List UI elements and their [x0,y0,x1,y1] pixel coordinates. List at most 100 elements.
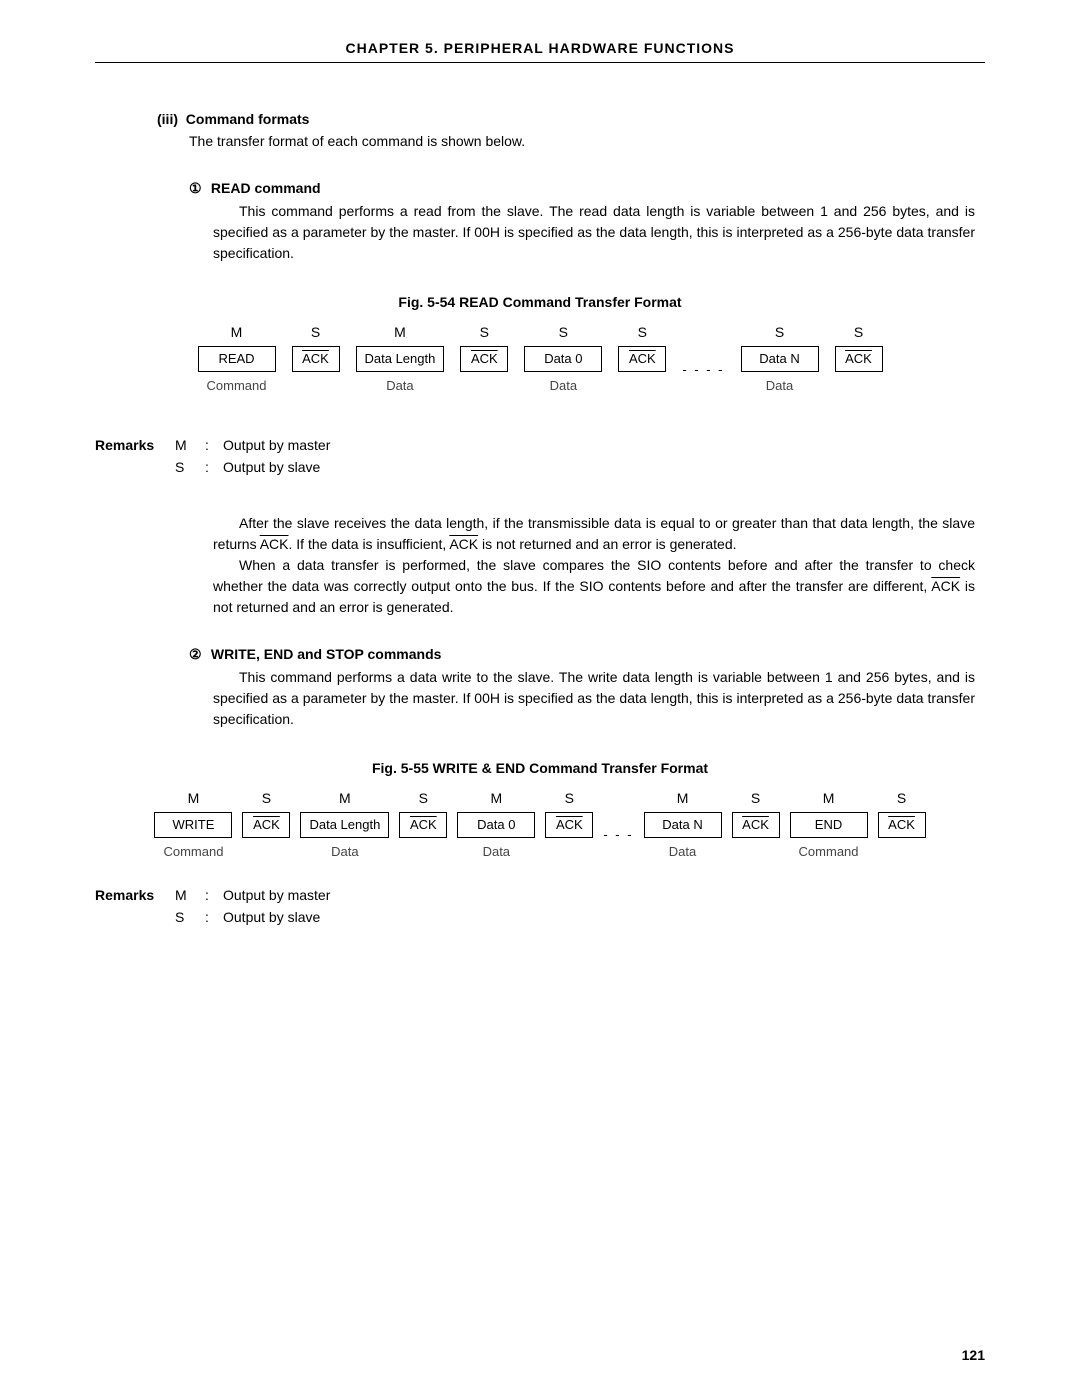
ms-label: M [339,790,351,808]
fig55-caption: Fig. 5-55 WRITE & END Command Transfer F… [95,760,985,776]
ms-label: S [559,324,568,342]
remarks-label: Remarks [95,884,175,906]
colon: : [205,884,223,906]
ms-label: M [394,324,406,342]
frame-box: Data 0 [524,346,602,372]
frame-sublabel: Data [550,378,577,396]
ellipsis-dots: - - - [603,809,633,842]
remarks-s-key: S [175,906,205,928]
diagram-item: M READ Command [198,324,276,396]
diagram-item: M Data 0 Data [457,790,535,862]
frame-sublabel: Command [799,844,859,862]
frame-sublabel: Data [386,378,413,396]
write-number: ② [189,646,207,663]
ack-overline: ACK [931,578,960,594]
remarks-block-1: Remarks M : Output by master S : Output … [95,434,985,479]
fig54-caption: Fig. 5-54 READ Command Transfer Format [95,294,985,310]
frame-box: ACK [618,346,666,372]
diagram-item: S ACK [292,324,340,396]
remarks-s-val: Output by slave [223,906,320,928]
colon: : [205,456,223,478]
section-name: Command formats [186,111,310,127]
section-intro: The transfer format of each command is s… [189,131,975,152]
diagram-item: SACK [545,790,593,862]
ms-label: M [823,790,835,808]
page-number: 121 [962,1347,985,1363]
remarks-block-2: Remarks M : Output by master S : Output … [95,884,985,929]
frame-box: Data Length [356,346,445,372]
section-title: (iii) Command formats [157,111,985,127]
para2: When a data transfer is performed, the s… [213,555,975,618]
ellipsis-dots: - - - - [682,344,724,377]
ms-label: M [231,324,243,342]
read-title: READ command [211,180,321,196]
frame-box: ACK [835,346,883,372]
frame-box: ACK [460,346,508,372]
ms-label: S [775,324,784,342]
fig55-diagram: M WRITE Command S ACK M Data Length Data S ACK M Da… [95,790,985,862]
diagram-item: S Data 0 Data [524,324,602,396]
ack-overline: ACK [449,536,478,552]
read-number: ① [189,180,207,197]
frame-box: Data N [644,812,722,838]
diagram-item: S Data N Data [741,324,819,396]
remarks-m-key: M [175,434,205,456]
frame-box: READ [198,346,276,372]
remarks-s-val: Output by slave [223,456,320,478]
write-body: This command performs a data write to th… [213,667,975,730]
diagram-item: M Data Length Data [300,790,389,862]
remarks-s-key: S [175,456,205,478]
frame-sublabel: Data [331,844,358,862]
page: CHAPTER 5. PERIPHERAL HARDWARE FUNCTIONS… [0,0,1080,1397]
ms-label: S [565,790,574,808]
diagram-item: SACK [835,324,883,396]
ms-label: M [188,790,200,808]
frame-box: ACK [292,346,340,372]
frame-box: ACK [399,812,447,838]
frame-sublabel: Command [163,844,223,862]
frame-sublabel: Command [207,378,267,396]
frame-sublabel: Data [766,378,793,396]
diagram-item: S ACK [732,790,780,862]
diagram-item: M Data Length Data [356,324,445,396]
write-title: WRITE, END and STOP commands [211,646,442,662]
ms-label: S [311,324,320,342]
ms-label: S [751,790,760,808]
diagram-item: S ACK [460,324,508,396]
diagram-item: S ACK [618,324,666,396]
fig54-diagram: M READ Command S ACK M Data Length Data S ACK S Dat… [95,324,985,396]
diagram-item: S ACK [399,790,447,862]
ms-label: S [638,324,647,342]
section-number: (iii) [157,111,178,127]
colon: : [205,434,223,456]
ms-label: S [897,790,906,808]
diagram-item: M Data N Data [644,790,722,862]
para-block: After the slave receives the data length… [213,513,975,618]
frame-sublabel: Data [483,844,510,862]
chapter-header: CHAPTER 5. PERIPHERAL HARDWARE FUNCTIONS [95,40,985,63]
ms-label: S [262,790,271,808]
frame-box: ACK [242,812,290,838]
frame-box: END [790,812,868,838]
frame-box: ACK [732,812,780,838]
frame-box: Data N [741,346,819,372]
diagram-item: S ACK [878,790,926,862]
frame-box: WRITE [154,812,232,838]
diagram-item: M END Command [790,790,868,862]
remarks-m-val: Output by master [223,884,330,906]
remarks-label: Remarks [95,434,175,456]
frame-box: Data Length [300,812,389,838]
frame-box: ACK [878,812,926,838]
ack-overline: ACK [260,536,289,552]
read-body: This command performs a read from the sl… [213,201,975,264]
ms-label: M [677,790,689,808]
frame-box: Data 0 [457,812,535,838]
frame-sublabel: Data [669,844,696,862]
ms-label: M [490,790,502,808]
diagram-item: S ACK [242,790,290,862]
ms-label: S [419,790,428,808]
ms-label: S [480,324,489,342]
diagram-item: M WRITE Command [154,790,232,862]
para1: After the slave receives the data length… [213,513,975,555]
remarks-m-val: Output by master [223,434,330,456]
